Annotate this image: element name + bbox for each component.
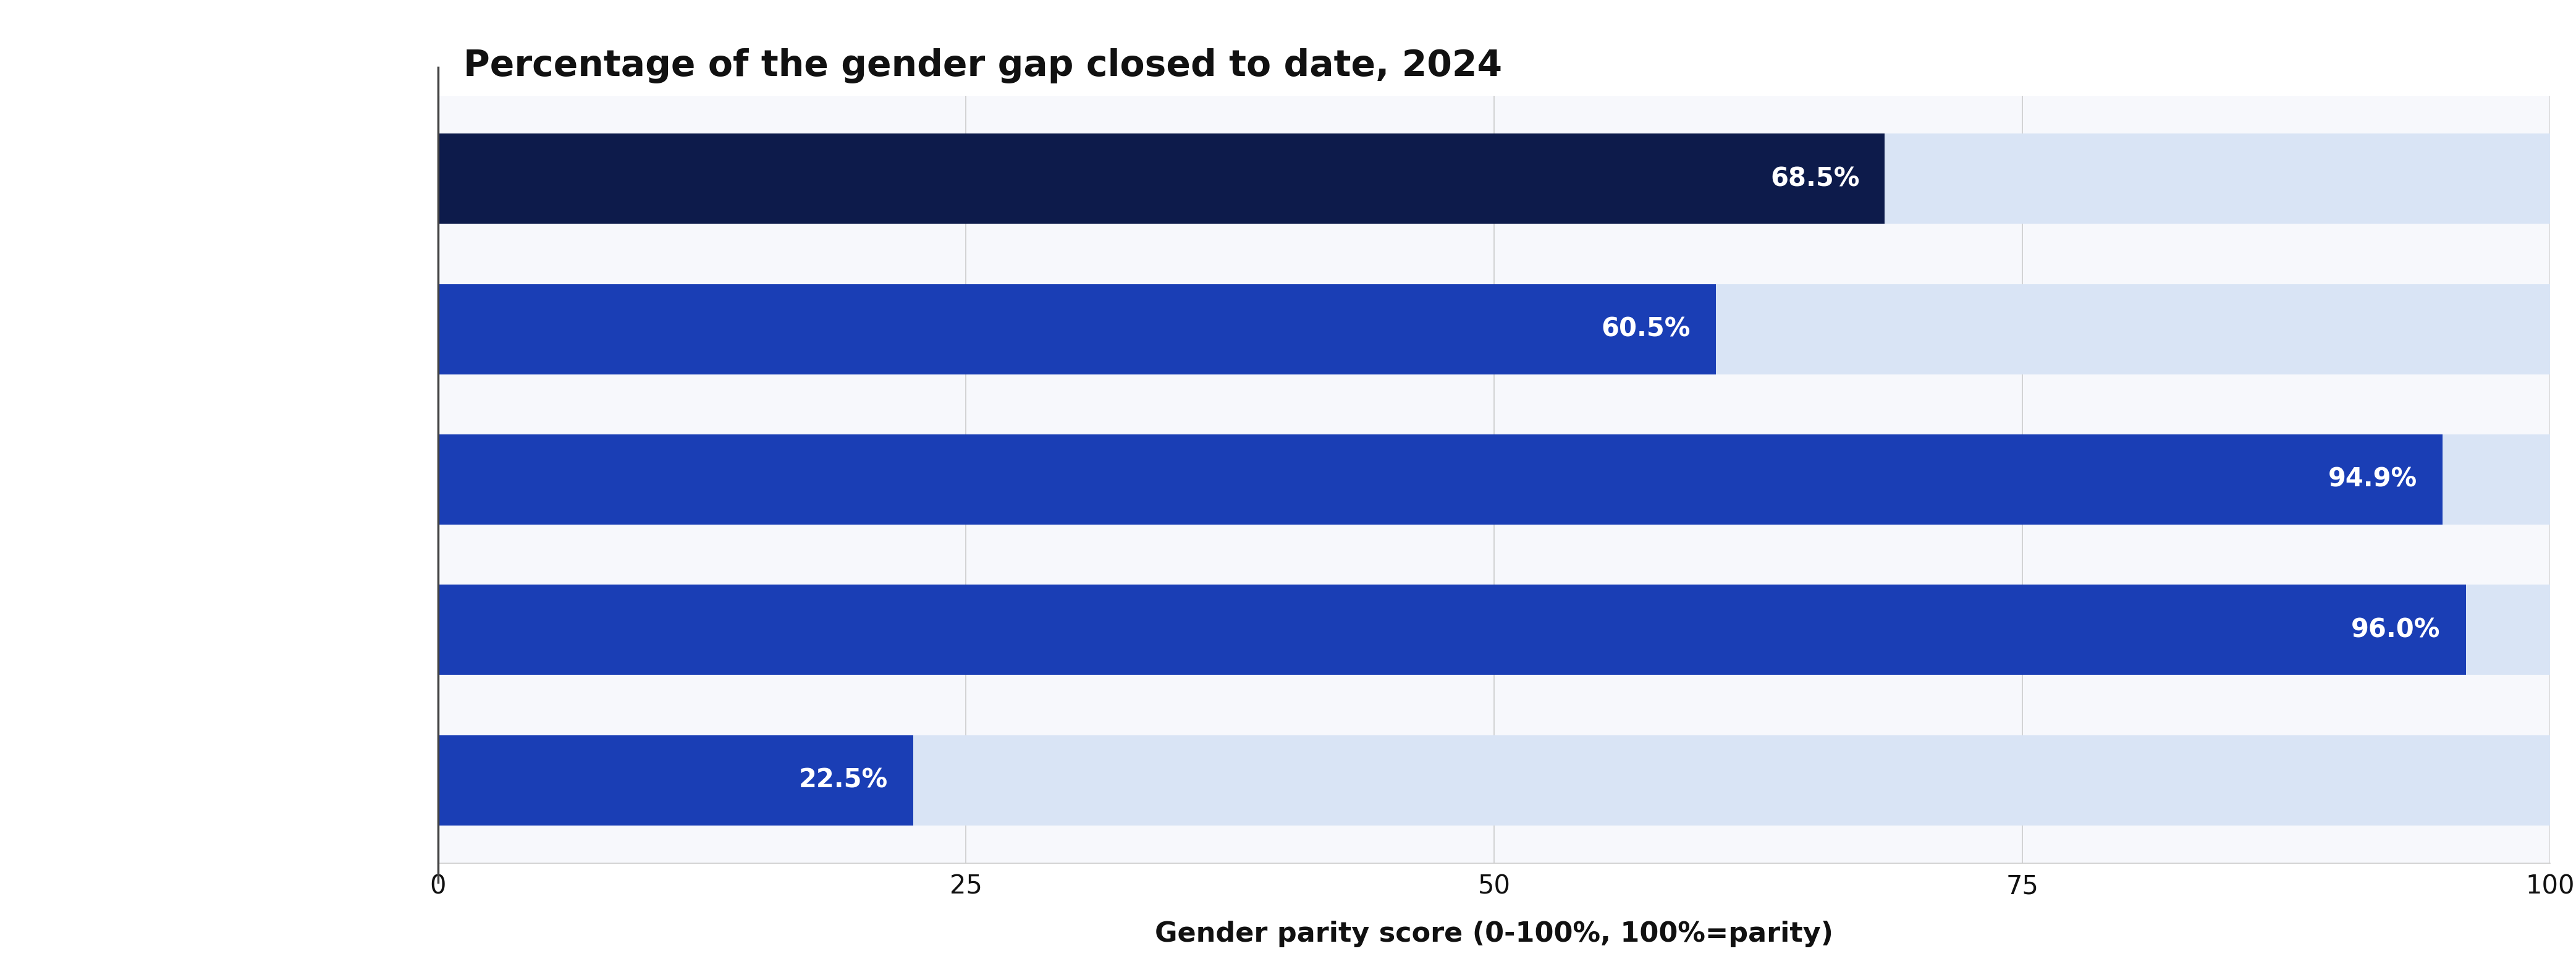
Bar	[438, 284, 1716, 374]
Bar	[438, 133, 1886, 223]
X-axis label: Gender parity score (0-100%, 100%=parity): Gender parity score (0-100%, 100%=parity…	[1154, 921, 1834, 947]
Text: 96.0%: 96.0%	[2352, 617, 2439, 643]
Text: Percentage of the gender gap closed to date, 2024: Percentage of the gender gap closed to d…	[464, 48, 1502, 83]
Bar	[438, 284, 2550, 374]
Bar	[438, 736, 2550, 826]
Text: 60.5%: 60.5%	[1602, 316, 1690, 342]
Bar	[438, 736, 914, 826]
Bar	[438, 133, 2550, 223]
Text: 22.5%: 22.5%	[799, 767, 889, 793]
Bar	[438, 434, 2442, 525]
Text: 68.5%: 68.5%	[1770, 166, 1860, 192]
Bar	[438, 585, 2465, 675]
Text: 94.9%: 94.9%	[2329, 466, 2416, 493]
Bar	[438, 434, 2550, 525]
Bar	[438, 585, 2550, 675]
